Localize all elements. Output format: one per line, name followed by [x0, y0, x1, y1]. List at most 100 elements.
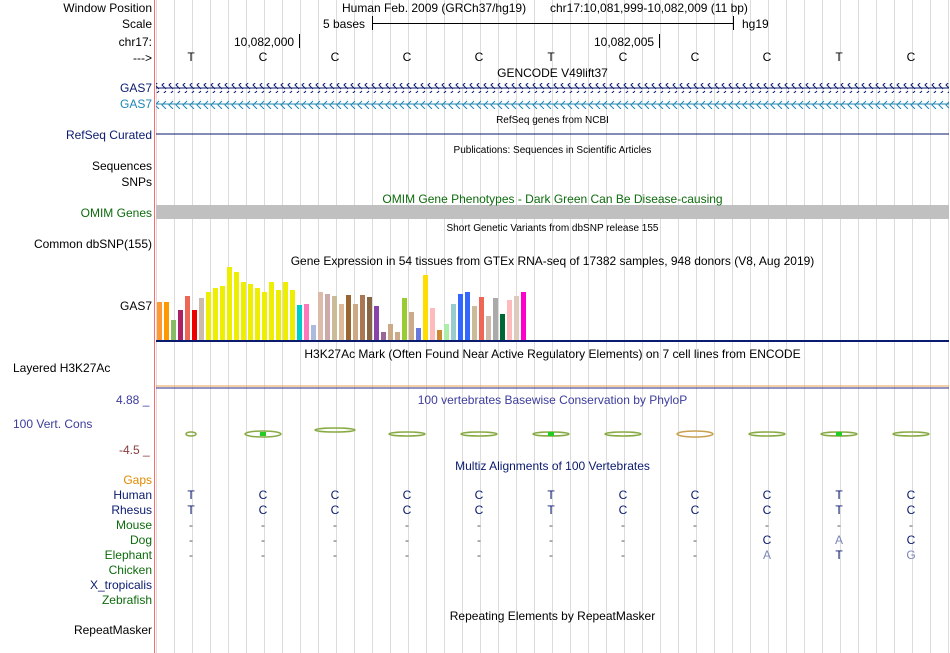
- ruler-base: C: [618, 50, 628, 64]
- aligned-base: -: [549, 533, 553, 547]
- gtex-bars[interactable]: [157, 267, 526, 340]
- gtex-tissue-bar[interactable]: [276, 290, 281, 340]
- aligned-base: -: [261, 533, 265, 547]
- phylop-glyph: [892, 431, 930, 437]
- grid-line: [606, 0, 607, 653]
- multiz-title: Multiz Alignments of 100 Vertebrates: [455, 459, 650, 473]
- gtex-tissue-bar[interactable]: [507, 300, 512, 340]
- species-label[interactable]: Human: [113, 488, 152, 502]
- gtex-tissue-bar[interactable]: [458, 294, 463, 340]
- gtex-tissue-bar[interactable]: [199, 298, 204, 340]
- refseq-label[interactable]: RefSeq Curated: [65, 128, 152, 142]
- gtex-tissue-bar[interactable]: [171, 320, 176, 340]
- snps-label[interactable]: SNPs: [121, 175, 152, 189]
- gtex-tissue-bar[interactable]: [206, 292, 211, 340]
- phylop-title: 100 vertebrates Basewise Conservation by…: [417, 393, 688, 407]
- omim-label[interactable]: OMIM Genes: [80, 206, 152, 220]
- gtex-tissue-bar[interactable]: [255, 288, 260, 340]
- gtex-tissue-bar[interactable]: [514, 296, 519, 340]
- chrom-label: chr17:: [118, 35, 152, 49]
- aligned-base: -: [909, 518, 913, 532]
- h3k27ac-label[interactable]: Layered H3K27Ac: [13, 361, 111, 375]
- gtex-tissue-bar[interactable]: [402, 298, 407, 340]
- gtex-tissue-bar[interactable]: [192, 310, 197, 340]
- gtex-tissue-bar[interactable]: [325, 294, 330, 340]
- gtex-tissue-bar[interactable]: [472, 306, 477, 340]
- gtex-tissue-bar[interactable]: [437, 330, 442, 340]
- gtex-tissue-bar[interactable]: [304, 304, 309, 340]
- gtex-tissue-bar[interactable]: [164, 302, 169, 340]
- gtex-tissue-bar[interactable]: [451, 304, 456, 340]
- grid-line: [624, 0, 625, 653]
- gtex-tissue-bar[interactable]: [500, 314, 505, 340]
- species-label[interactable]: Elephant: [104, 548, 152, 562]
- ruler-base: C: [258, 50, 268, 64]
- gtex-tissue-bar[interactable]: [213, 288, 218, 340]
- gtex-tissue-bar[interactable]: [395, 332, 400, 340]
- gtex-tissue-bar[interactable]: [241, 282, 246, 340]
- gtex-tissue-bar[interactable]: [444, 324, 449, 340]
- dbsnp-label[interactable]: Common dbSNP(155): [33, 237, 152, 251]
- gtex-tissue-bar[interactable]: [283, 282, 288, 340]
- species-label[interactable]: Chicken: [108, 563, 152, 577]
- gtex-tissue-bar[interactable]: [248, 284, 253, 340]
- grid-line: [894, 0, 895, 653]
- publications-label[interactable]: Sequences: [91, 159, 152, 173]
- gtex-tissue-bar[interactable]: [521, 292, 526, 340]
- gtex-tissue-bar[interactable]: [339, 304, 344, 340]
- aligned-base: T: [547, 503, 555, 517]
- species-label[interactable]: Mouse: [115, 518, 152, 532]
- gtex-tissue-bar[interactable]: [290, 290, 295, 340]
- gtex-label[interactable]: GAS7: [119, 299, 152, 313]
- phylop-glyph: [604, 431, 642, 437]
- gtex-tissue-bar[interactable]: [409, 312, 414, 340]
- gtex-tissue-bar[interactable]: [465, 292, 470, 340]
- gtex-tissue-bar[interactable]: [423, 275, 428, 340]
- gtex-tissue-bar[interactable]: [311, 325, 316, 340]
- scale-text: 5 bases: [323, 17, 366, 31]
- gtex-tissue-bar[interactable]: [178, 310, 183, 340]
- gencode-gene-label-1[interactable]: GAS7: [119, 81, 152, 95]
- gtex-tissue-bar[interactable]: [430, 308, 435, 340]
- gtex-tissue-bar[interactable]: [388, 324, 393, 340]
- gtex-tissue-bar[interactable]: [262, 292, 267, 340]
- gtex-tissue-bar[interactable]: [297, 305, 302, 340]
- phylop-glyph: [748, 431, 786, 437]
- gtex-tissue-bar[interactable]: [360, 295, 365, 340]
- gtex-tissue-bar[interactable]: [381, 332, 386, 340]
- gtex-tissue-bar[interactable]: [185, 296, 190, 340]
- species-label[interactable]: X_tropicalis: [89, 578, 152, 592]
- gtex-tissue-bar[interactable]: [220, 286, 225, 340]
- gtex-tissue-bar[interactable]: [486, 316, 491, 340]
- species-label[interactable]: Dog: [129, 533, 152, 547]
- species-label[interactable]: Zebrafish: [101, 593, 152, 607]
- aligned-base: A: [834, 533, 843, 547]
- gtex-tissue-bar[interactable]: [353, 304, 358, 340]
- aligned-base: -: [477, 533, 481, 547]
- gtex-tissue-bar[interactable]: [318, 292, 323, 340]
- grid-line: [372, 0, 373, 653]
- h3k27ac-title: H3K27Ac Mark (Often Found Near Active Re…: [304, 347, 801, 361]
- gaps-label[interactable]: Gaps: [123, 473, 152, 487]
- gencode-transcript-2[interactable]: [156, 99, 949, 109]
- gtex-tissue-bar[interactable]: [234, 272, 239, 340]
- species-label[interactable]: Rhesus: [111, 503, 152, 517]
- repeatmasker-label[interactable]: RepeatMasker: [73, 623, 152, 637]
- aligned-base: -: [549, 518, 553, 532]
- window-coords[interactable]: chr17:10,081,999-10,082,009 (11 bp): [550, 1, 748, 15]
- gencode-transcript-1[interactable]: [156, 83, 949, 93]
- gtex-tissue-bar[interactable]: [346, 295, 351, 340]
- gtex-tissue-bar[interactable]: [332, 296, 337, 340]
- gtex-tissue-bar[interactable]: [227, 267, 232, 340]
- gtex-tissue-bar[interactable]: [479, 297, 484, 340]
- gtex-tissue-bar[interactable]: [374, 306, 379, 340]
- grid-line: [822, 0, 823, 653]
- gtex-tissue-bar[interactable]: [416, 328, 421, 340]
- gtex-tissue-bar[interactable]: [493, 298, 498, 340]
- gtex-tissue-bar[interactable]: [269, 282, 274, 340]
- gtex-tissue-bar[interactable]: [157, 302, 162, 340]
- gtex-tissue-bar[interactable]: [367, 297, 372, 340]
- gencode-gene-label-2[interactable]: GAS7: [119, 97, 152, 111]
- gtex-title: Gene Expression in 54 tissues from GTEx …: [290, 254, 815, 268]
- phylop-label[interactable]: 100 Vert. Cons: [13, 417, 93, 431]
